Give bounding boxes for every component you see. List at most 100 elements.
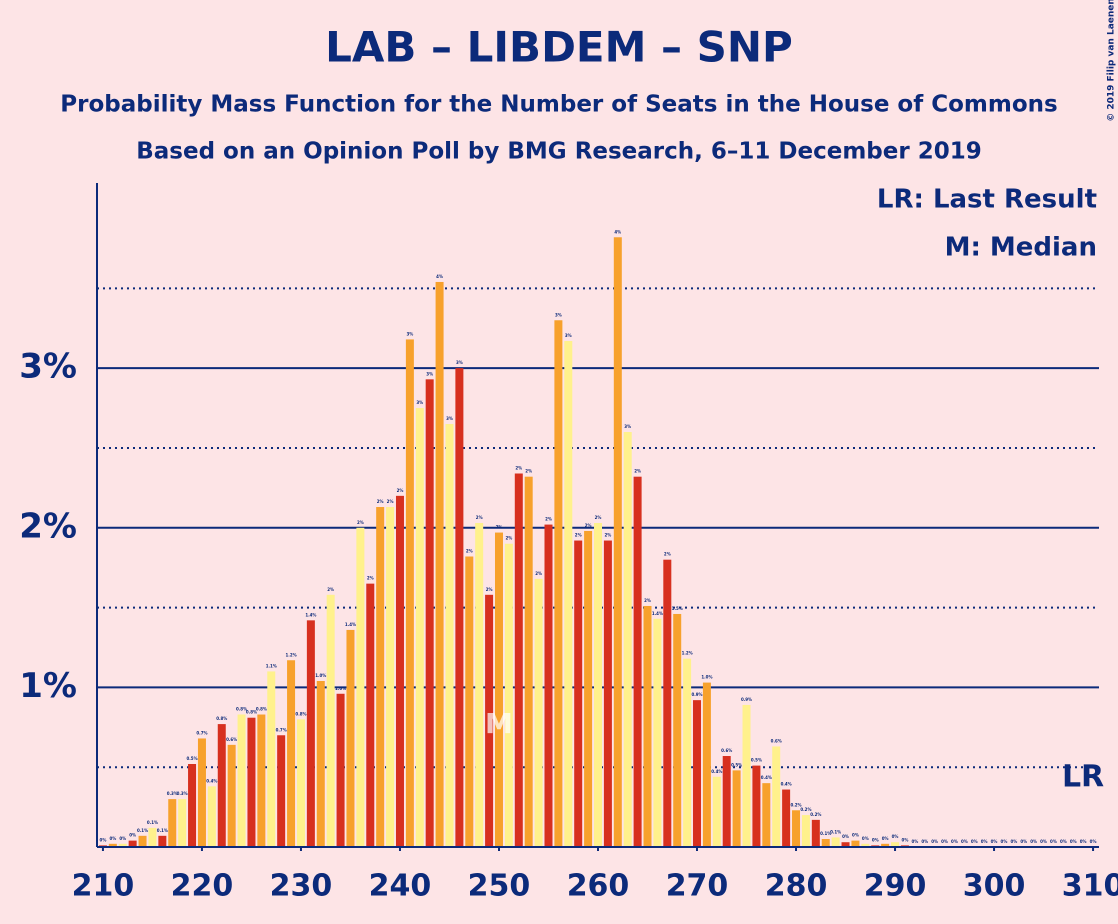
bar	[465, 556, 474, 847]
value-label: 3%	[456, 360, 463, 365]
value-label: 2%	[327, 587, 334, 592]
value-label: 3%	[426, 371, 433, 376]
value-label: 0%	[961, 839, 968, 844]
bar	[415, 408, 424, 847]
bar	[197, 738, 206, 847]
bar	[445, 424, 454, 847]
bar	[673, 613, 682, 847]
value-label: 2%	[466, 549, 473, 554]
chart-subtitle: Probability Mass Function for the Number…	[60, 92, 1057, 118]
value-label: 2%	[644, 598, 651, 603]
value-label: 0.5%	[187, 756, 198, 761]
bar	[554, 320, 563, 847]
value-label: 0.8%	[256, 707, 267, 712]
value-label: 4%	[614, 229, 621, 234]
value-label: 0%	[1050, 839, 1057, 844]
bar	[633, 476, 642, 847]
bar	[366, 583, 375, 847]
value-label: 0.3%	[167, 791, 178, 796]
value-label: 0%	[951, 839, 958, 844]
chart-title: LAB – LIBDEM – SNP	[325, 23, 793, 72]
value-label: 0%	[842, 834, 849, 839]
value-label: 0%	[902, 837, 909, 842]
x-tick-label: 230	[270, 869, 333, 904]
bar	[792, 810, 801, 847]
bar	[168, 799, 177, 847]
value-label: 1.4%	[305, 612, 316, 617]
bar	[257, 714, 266, 847]
value-label: 2%	[387, 499, 394, 504]
value-label: 3%	[565, 333, 572, 338]
bar	[356, 527, 365, 847]
value-label: 3%	[416, 400, 423, 405]
bar	[861, 843, 870, 847]
bar	[108, 843, 117, 847]
x-tick-label: 250	[468, 869, 531, 904]
value-label: 2%	[496, 525, 503, 530]
bar	[732, 770, 741, 847]
bar	[316, 681, 325, 847]
bar	[821, 839, 830, 847]
bar	[801, 815, 810, 847]
value-label: 0%	[862, 836, 869, 841]
bar	[623, 432, 632, 847]
bar	[217, 724, 226, 847]
value-label: 0%	[931, 839, 938, 844]
x-tick-label: 290	[864, 869, 927, 904]
bar	[564, 341, 573, 847]
value-label: 0.2%	[790, 802, 801, 807]
bar	[227, 744, 236, 847]
legend-text: M: Median	[945, 233, 1097, 263]
value-label: 0.5%	[751, 758, 762, 763]
value-label: 0%	[921, 839, 928, 844]
value-label: 2%	[575, 533, 582, 538]
value-label: 1.0%	[701, 675, 712, 680]
value-label: 2%	[515, 466, 522, 471]
bar	[663, 559, 672, 847]
bar	[782, 789, 791, 847]
value-label: 2%	[664, 552, 671, 557]
value-label: 2%	[585, 523, 592, 528]
value-label: 3%	[555, 312, 562, 317]
value-label: 0.9%	[741, 697, 752, 702]
value-label: 2%	[476, 515, 483, 520]
value-label: 0%	[911, 839, 918, 844]
value-label: 0%	[1040, 839, 1047, 844]
value-label: 4%	[436, 274, 443, 279]
bar	[425, 379, 434, 847]
bar	[207, 786, 216, 847]
bar	[811, 819, 820, 847]
value-label: 0.6%	[226, 737, 237, 742]
value-label: 0%	[1010, 839, 1017, 844]
value-label: 0%	[1060, 839, 1067, 844]
bar	[158, 835, 167, 847]
value-label: 0.8%	[236, 707, 247, 712]
value-label: 0.5%	[731, 762, 742, 767]
bar	[118, 843, 127, 847]
value-label: 0.8%	[295, 711, 306, 716]
value-label: 0.1%	[137, 828, 148, 833]
chart-subtitle: Based on an Opinion Poll by BMG Research…	[136, 139, 982, 165]
value-label: 1.5%	[672, 606, 683, 611]
bar	[475, 522, 484, 847]
bar	[504, 543, 513, 847]
value-label: 0.2%	[810, 812, 821, 817]
value-label: 0%	[119, 836, 126, 841]
value-label: 1.2%	[682, 651, 693, 656]
value-label: 2%	[367, 576, 374, 581]
bar	[346, 629, 355, 847]
value-label: 2%	[397, 488, 404, 493]
bar	[237, 714, 246, 847]
copyright: © 2019 Filip van Laenen	[1107, 0, 1117, 122]
x-tick-label: 260	[567, 869, 630, 904]
last-result-marker: LR	[1062, 760, 1104, 795]
value-label: 0%	[1070, 839, 1077, 844]
bar	[841, 842, 850, 847]
value-label: 0%	[1090, 839, 1097, 844]
value-label: 0.6%	[771, 738, 782, 743]
bar	[772, 746, 781, 847]
bar	[851, 840, 860, 847]
y-tick-label: 2%	[19, 506, 77, 546]
value-label: 0%	[872, 837, 879, 842]
value-label: 2%	[505, 536, 512, 541]
